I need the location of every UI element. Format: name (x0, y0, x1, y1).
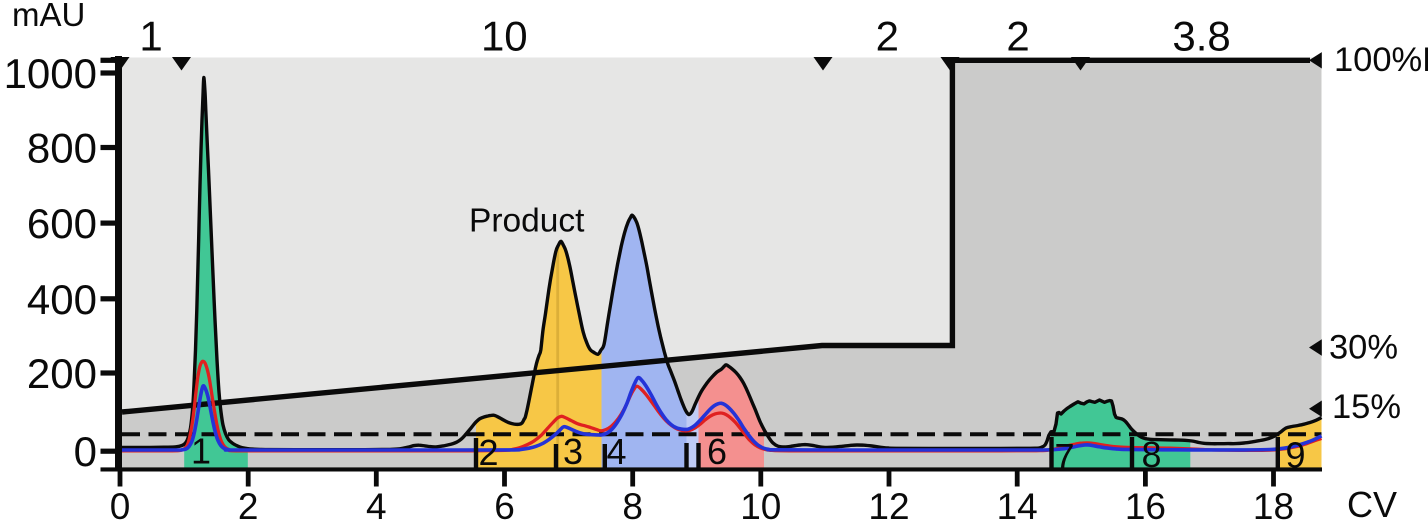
svg-text:10: 10 (740, 486, 781, 523)
svg-text:400: 400 (27, 276, 97, 323)
svg-text:14: 14 (997, 486, 1038, 523)
svg-text:9: 9 (1285, 435, 1305, 476)
svg-text:4: 4 (366, 486, 387, 523)
svg-text:18: 18 (1253, 486, 1294, 523)
svg-text:Product: Product (469, 203, 585, 240)
svg-text:100%B: 100%B (1334, 41, 1428, 79)
svg-text:4: 4 (606, 431, 626, 472)
svg-text:6: 6 (707, 431, 727, 472)
svg-text:2: 2 (478, 432, 498, 473)
svg-text:16: 16 (1125, 486, 1166, 523)
svg-text:mAU: mAU (12, 0, 85, 33)
svg-text:1: 1 (139, 13, 162, 60)
svg-text:0: 0 (110, 486, 131, 523)
svg-text:12: 12 (868, 486, 909, 523)
svg-text:CV: CV (1347, 484, 1397, 523)
svg-text:200: 200 (27, 350, 97, 397)
svg-text:7: 7 (1054, 436, 1074, 477)
svg-text:2: 2 (876, 13, 899, 60)
svg-text:2: 2 (238, 486, 259, 523)
svg-text:3.8: 3.8 (1172, 13, 1230, 60)
svg-text:8: 8 (622, 486, 643, 523)
svg-text:1: 1 (191, 431, 211, 472)
svg-text:10: 10 (481, 13, 528, 60)
svg-text:8: 8 (1141, 434, 1161, 475)
svg-text:1000: 1000 (4, 50, 97, 97)
svg-text:800: 800 (27, 125, 97, 172)
svg-text:2: 2 (1006, 13, 1029, 60)
svg-text:6: 6 (494, 486, 515, 523)
svg-text:0: 0 (74, 428, 97, 475)
svg-text:3: 3 (563, 431, 583, 472)
svg-text:600: 600 (27, 200, 97, 247)
svg-text:30%: 30% (1329, 328, 1398, 366)
svg-text:15%: 15% (1332, 388, 1401, 426)
